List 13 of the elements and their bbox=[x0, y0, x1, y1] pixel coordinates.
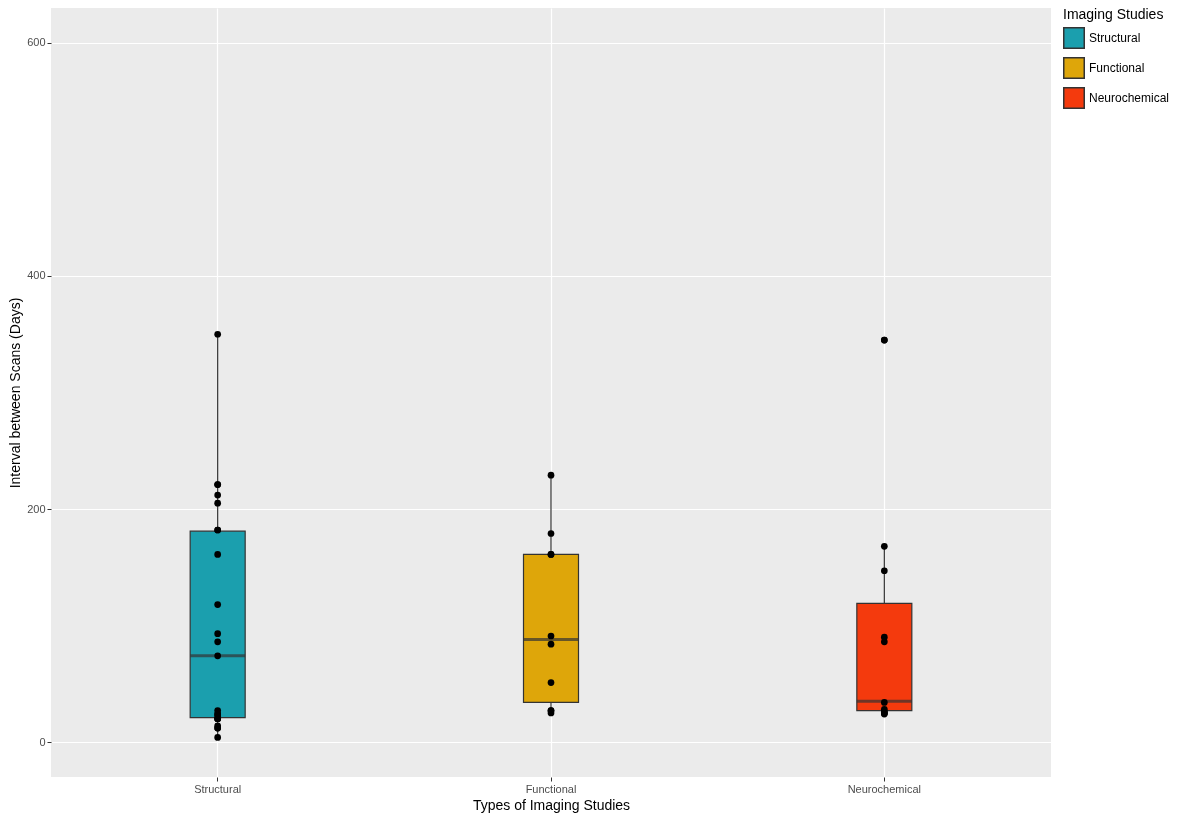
y-tick-label: 600 bbox=[27, 36, 46, 49]
y-tick-label: 200 bbox=[27, 502, 46, 515]
y-tick-label: 400 bbox=[27, 269, 46, 282]
legend-label: Neurochemical bbox=[1089, 91, 1170, 105]
y-tick-label: 0 bbox=[39, 735, 46, 748]
y-axis-title: Interval between Scans (Days) bbox=[7, 297, 24, 489]
x-tick-label: Structural bbox=[194, 782, 242, 795]
legend-title: Imaging Studies bbox=[1063, 6, 1164, 22]
x-tick-label: Neurochemical bbox=[847, 782, 922, 795]
legend-label: Structural bbox=[1089, 31, 1141, 45]
x-tick-label: Functional bbox=[525, 782, 577, 795]
legend-label: Functional bbox=[1089, 61, 1145, 75]
x-axis-title: Types of Imaging Studies bbox=[472, 796, 631, 813]
